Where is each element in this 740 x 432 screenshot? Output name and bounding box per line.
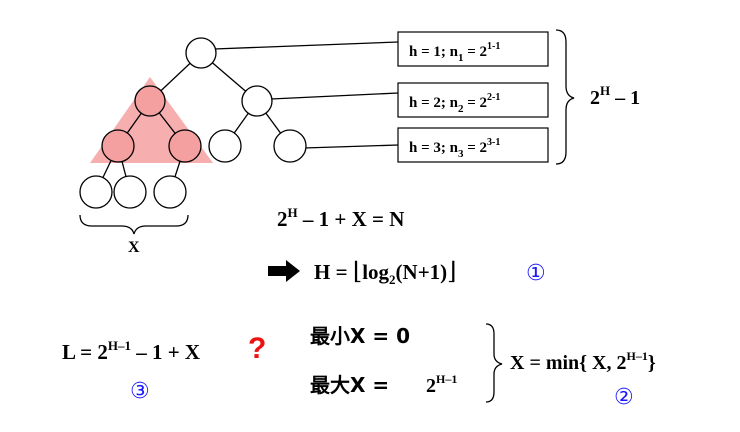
tree-node — [185, 37, 217, 69]
tree-node — [168, 129, 202, 163]
level-box-2: h = 2; n2 = 22-1 — [397, 82, 549, 118]
min-max-brace — [485, 323, 503, 403]
equation-height: H = ⌊log2(N+1)⌋ — [314, 257, 457, 287]
circled-number-2: ② — [614, 385, 634, 410]
x-brace — [79, 214, 189, 235]
tree-node — [113, 175, 147, 209]
tree-node — [273, 129, 307, 163]
circled-number-1: ① — [526, 261, 546, 286]
total-brace — [555, 29, 575, 165]
equation-sum: 2H – 1 + X = N — [277, 205, 404, 231]
implies-arrow — [268, 260, 300, 282]
svg-text:h = 2; n2 = 22-1: h = 2; n2 = 22-1 — [409, 92, 500, 115]
level-connectors — [213, 41, 399, 149]
equation-leaves: L = 2H–1 – 1 + X — [62, 338, 200, 364]
circled-number-3: ③ — [130, 379, 150, 404]
tree-nodes — [79, 37, 307, 209]
tree-node — [101, 129, 135, 163]
tree-node — [153, 175, 187, 209]
min-x-label: 最小X = 0 — [310, 324, 410, 348]
tree-node — [134, 85, 166, 117]
level-box-1: h = 1; n1 = 21-1 — [397, 31, 549, 67]
equation-x-min: X = min{ X, 2H–1} — [510, 349, 656, 374]
tree-node — [241, 85, 273, 117]
svg-text:h = 1; n1 = 21-1: h = 1; n1 = 21-1 — [409, 41, 500, 64]
max-x-label: 最大X = — [310, 373, 389, 397]
max-x-value: 2H–1 — [426, 372, 457, 397]
x-label: X — [128, 239, 140, 256]
level-box-3: h = 3; n3 = 23-1 — [397, 127, 549, 163]
svg-text:h = 3; n3 = 23-1: h = 3; n3 = 23-1 — [409, 137, 500, 160]
tree-node — [208, 129, 242, 163]
brace-total-formula: 2H – 1 — [590, 83, 640, 109]
tree-node — [79, 175, 113, 209]
question-mark: ? — [248, 332, 266, 365]
